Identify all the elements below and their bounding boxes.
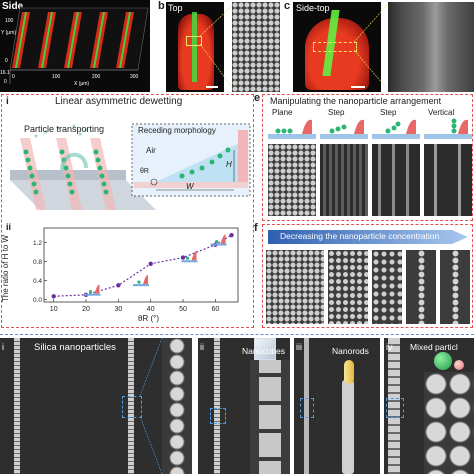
panel-e-mode-schematic [372, 119, 420, 139]
panel-d-title: Linear asymmetric dewetting [55, 96, 183, 107]
chart-xlabel: θR (°) [138, 314, 159, 323]
panel-c-zoom-lines [353, 3, 389, 91]
panel-g-iv: iv Mixed particl [384, 338, 474, 474]
panel-e-mode-schematic [424, 118, 472, 139]
panel-c-sem [388, 2, 474, 92]
panel-f-sem [372, 250, 402, 324]
chart-series-line [53, 234, 232, 297]
chart-droplet-illustration [210, 234, 227, 246]
panel-a-stripes [9, 7, 149, 84]
panel-g-divider [0, 334, 474, 335]
panel-f-frame [262, 224, 473, 328]
panel-e-mode-label: Plane [272, 108, 293, 117]
panel-d-schematic [10, 123, 251, 210]
panel-e-title: Manipulating the nanoparticle arrangemen… [270, 96, 442, 106]
chart-droplet-illustration [84, 284, 101, 296]
chart-frame [43, 227, 239, 303]
panel-c-label: Side-top [296, 3, 330, 13]
panel-g-i: i Silica nanoparticles [0, 338, 192, 474]
panel-g-i-title: Silica nanoparticles [34, 342, 116, 353]
chart-x-tick-label: 30 [114, 306, 122, 313]
panel-d-transport-label: Particle transporting [24, 124, 105, 134]
chart-plot: 10 20 30 40 50 60 0.0 0.4 0.8 1.2 [33, 227, 239, 313]
panel-a-xtick: 0 [12, 74, 15, 80]
panel-a-ytick: 100 [5, 18, 14, 24]
chart-x-tick-label: 40 [147, 306, 155, 313]
panel-g-ii-title: Nanocubes [242, 346, 286, 356]
panel-e-mode: Step [320, 108, 368, 216]
panel-b-fluorescence: Top [166, 2, 224, 92]
chart-point [51, 294, 56, 299]
panel-e-mode-schematic [268, 119, 316, 139]
chart-ylabel: The ratio of H to W [1, 234, 11, 303]
panel-f-letter: f [254, 222, 258, 234]
panel-e-mode: Step [372, 108, 420, 216]
panel-c-letter: c [284, 0, 291, 12]
chart-x-tick-label: 50 [179, 306, 187, 313]
panel-d-theta-label: θR [140, 168, 149, 175]
panel-b-sem [232, 2, 280, 92]
panel-d-label: i [6, 96, 9, 107]
panel-f-sem [440, 250, 470, 324]
panel-d-chart-label: ii [6, 222, 12, 232]
panel-c-fluorescence: Side-top [293, 2, 381, 92]
chart-x-tick-label: 10 [50, 306, 58, 313]
panel-e-mode-label: Step [328, 108, 345, 117]
panel-g-iii-title: Nanorods [332, 346, 369, 356]
panel-a-xlabel: X (μm) [74, 81, 90, 87]
chart-droplet-illustration [181, 251, 198, 263]
chart-x-tick-label: 60 [211, 306, 219, 313]
chart-y-tick-label: 0.0 [33, 297, 42, 304]
panel-a-xtick: 200 [92, 74, 101, 80]
panel-e-mode-schematic [320, 119, 368, 139]
panel-f-sem [406, 250, 436, 324]
panel-a-xtick: 300 [130, 74, 139, 80]
panel-g-i-zoom-lines [140, 338, 163, 474]
panel-g-i-label: i [2, 342, 4, 352]
chart-x-tick-label: 20 [82, 306, 90, 313]
panel-e-mode: Vertical [424, 108, 472, 216]
panel-b-zoom-lines [200, 3, 235, 91]
panel-f-sem [266, 250, 324, 324]
panel-f-sem [328, 250, 368, 324]
panel-e-frame [262, 94, 473, 221]
panel-g-iv-title: Mixed particl [410, 342, 458, 352]
panel-a-xtick: 100 [52, 74, 61, 80]
chart-point [229, 232, 234, 238]
panel-a-ylabel: Y (μm) [1, 30, 17, 36]
panel-a-ztick: 16.1 [0, 70, 10, 76]
panel-f-arrow-label: Decreasing the nanoparticle concentratio… [280, 231, 440, 241]
panel-g-ii-label: ii [200, 342, 204, 352]
panel-g-iv-label: iv [386, 342, 393, 352]
panel-f-arrow [268, 230, 468, 244]
panel-d-w-label: W [186, 182, 194, 191]
panel-a-fluorescence-3d: Side Y (μm) 100 0 16.1 0 0 100 X (μm) 20… [0, 0, 150, 92]
panel-d-inset-title: Receding morphology [138, 126, 216, 135]
panel-b-letter: b [158, 0, 165, 12]
panel-e-mode-label: Step [380, 108, 397, 117]
panel-a-ytick: 0 [5, 58, 8, 64]
panel-d-air-label: Air [146, 146, 156, 155]
panel-d-frame [1, 94, 254, 328]
panel-g-ii: ii Nanocubes [198, 338, 290, 474]
panel-e-mode: Plane [268, 108, 316, 216]
panel-b-label: Top [168, 3, 183, 13]
chart-point [148, 261, 153, 267]
panel-a-ztick: 0 [4, 79, 7, 85]
chart-y-tick-label: 0.8 [33, 259, 42, 266]
chart-droplet-illustration [133, 275, 149, 287]
chart-point [116, 283, 121, 288]
panel-e-mode-label: Vertical [428, 108, 455, 117]
chart-point [180, 255, 186, 260]
panel-e-letter: e [254, 92, 261, 104]
chart-y-tick-label: 0.4 [33, 278, 42, 285]
panel-g-iii: iii Nanorods [294, 338, 380, 474]
panel-g-iii-label: iii [296, 342, 302, 352]
panel-d-h-label: H [226, 160, 232, 169]
chart-y-tick-label: 1.2 [33, 240, 42, 247]
panel-a-label: Side [2, 1, 24, 12]
